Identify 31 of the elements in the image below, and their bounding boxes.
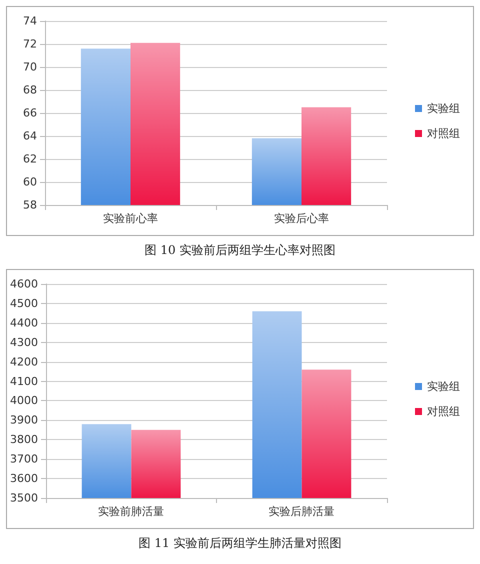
legend-label: 对照组 [427, 405, 460, 418]
x-tick-label: 实验后心率 [274, 212, 329, 225]
y-tick-label: 70 [23, 60, 37, 74]
y-tick-label: 4300 [10, 336, 38, 349]
y-tick-label: 3800 [10, 433, 38, 446]
y-tick-label: 4000 [10, 394, 38, 408]
y-tick-label: 4200 [10, 355, 38, 368]
y-tick-label: 4100 [10, 374, 38, 388]
y-tick-label: 4600 [10, 278, 38, 290]
x-tick-label: 实验前肺活量 [98, 505, 164, 518]
legend-label: 实验组 [427, 380, 460, 393]
y-tick-label: 66 [23, 106, 37, 120]
y-tick-label: 3500 [10, 492, 38, 504]
y-tick-label: 3600 [10, 472, 38, 486]
legend-label: 对照组 [427, 127, 460, 140]
y-tick-label: 72 [23, 38, 37, 50]
y-tick-label: 4400 [10, 316, 38, 330]
y-tick-label: 68 [23, 84, 37, 96]
x-tick-label: 实验后肺活量 [268, 505, 335, 518]
x-tick-label: 实验前心率 [103, 212, 158, 225]
y-tick-label: 60 [23, 176, 37, 188]
y-tick-label: 64 [23, 130, 37, 142]
y-tick-label: 58 [23, 198, 37, 212]
text: 图 11 实验前后两组学生肺活量对照图 [138, 535, 342, 552]
y-tick-label: 62 [23, 152, 37, 166]
y-tick-label: 4500 [10, 296, 38, 310]
y-tick-label: 3700 [10, 452, 38, 466]
y-tick-label: 3900 [10, 414, 38, 427]
text: 图 10 实验前后两组学生心率对照图 [144, 242, 336, 259]
y-tick-label: 74 [23, 14, 37, 28]
legend-label: 实验组 [427, 102, 460, 115]
